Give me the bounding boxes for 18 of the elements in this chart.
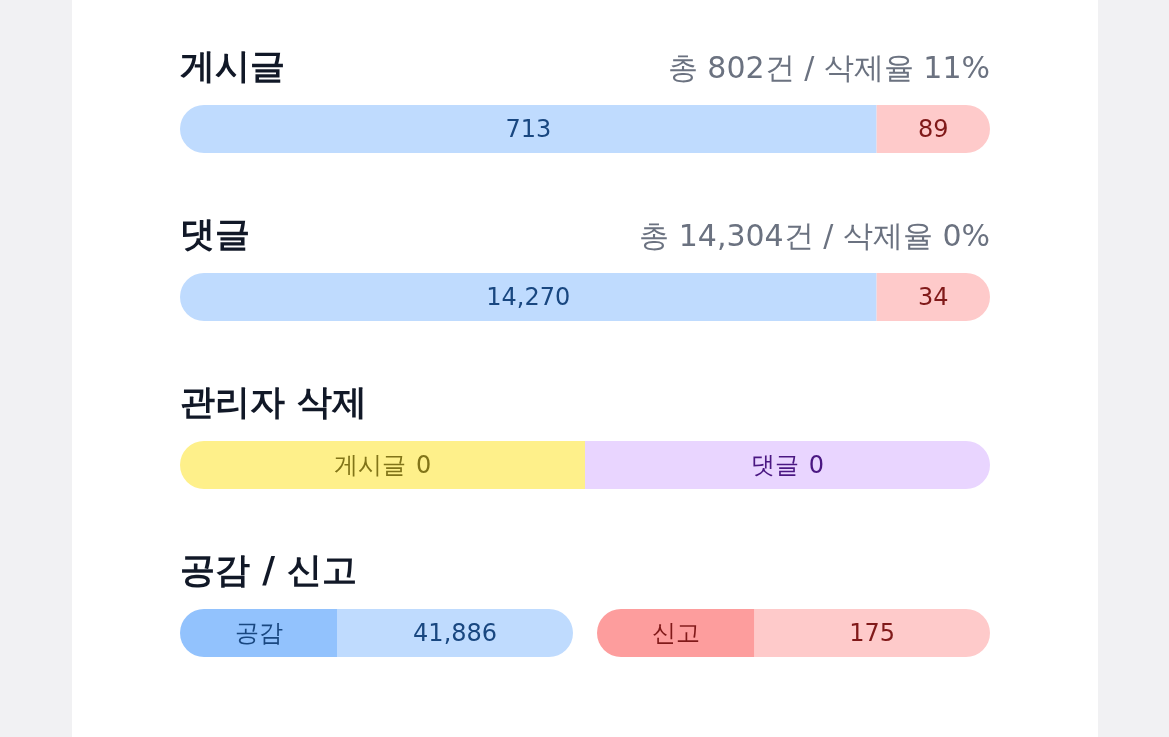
category-label: 댓글 <box>750 451 799 479</box>
data-label: 175 <box>849 619 896 647</box>
data-label: 89 <box>918 115 949 143</box>
data-label: 0 <box>808 451 825 479</box>
category-label: 공감 <box>234 619 283 647</box>
text: 총 14,304건 / 삭제율 0% <box>639 218 990 253</box>
data-label: 14,270 <box>486 283 571 311</box>
category-label: 게시글 <box>333 451 406 479</box>
text: 공감 / 신고 <box>180 550 358 590</box>
data-label: 34 <box>918 283 949 311</box>
text: 게시글 <box>180 46 285 86</box>
text: 관리자 삭제 <box>180 382 368 422</box>
text: 총 802건 / 삭제율 11% <box>667 50 990 85</box>
data-label: 713 <box>505 115 552 143</box>
data-label: 0 <box>416 451 432 479</box>
category-label: 신고 <box>651 619 700 647</box>
text: 댓글 <box>180 214 250 254</box>
data-label: 41,886 <box>413 619 498 647</box>
